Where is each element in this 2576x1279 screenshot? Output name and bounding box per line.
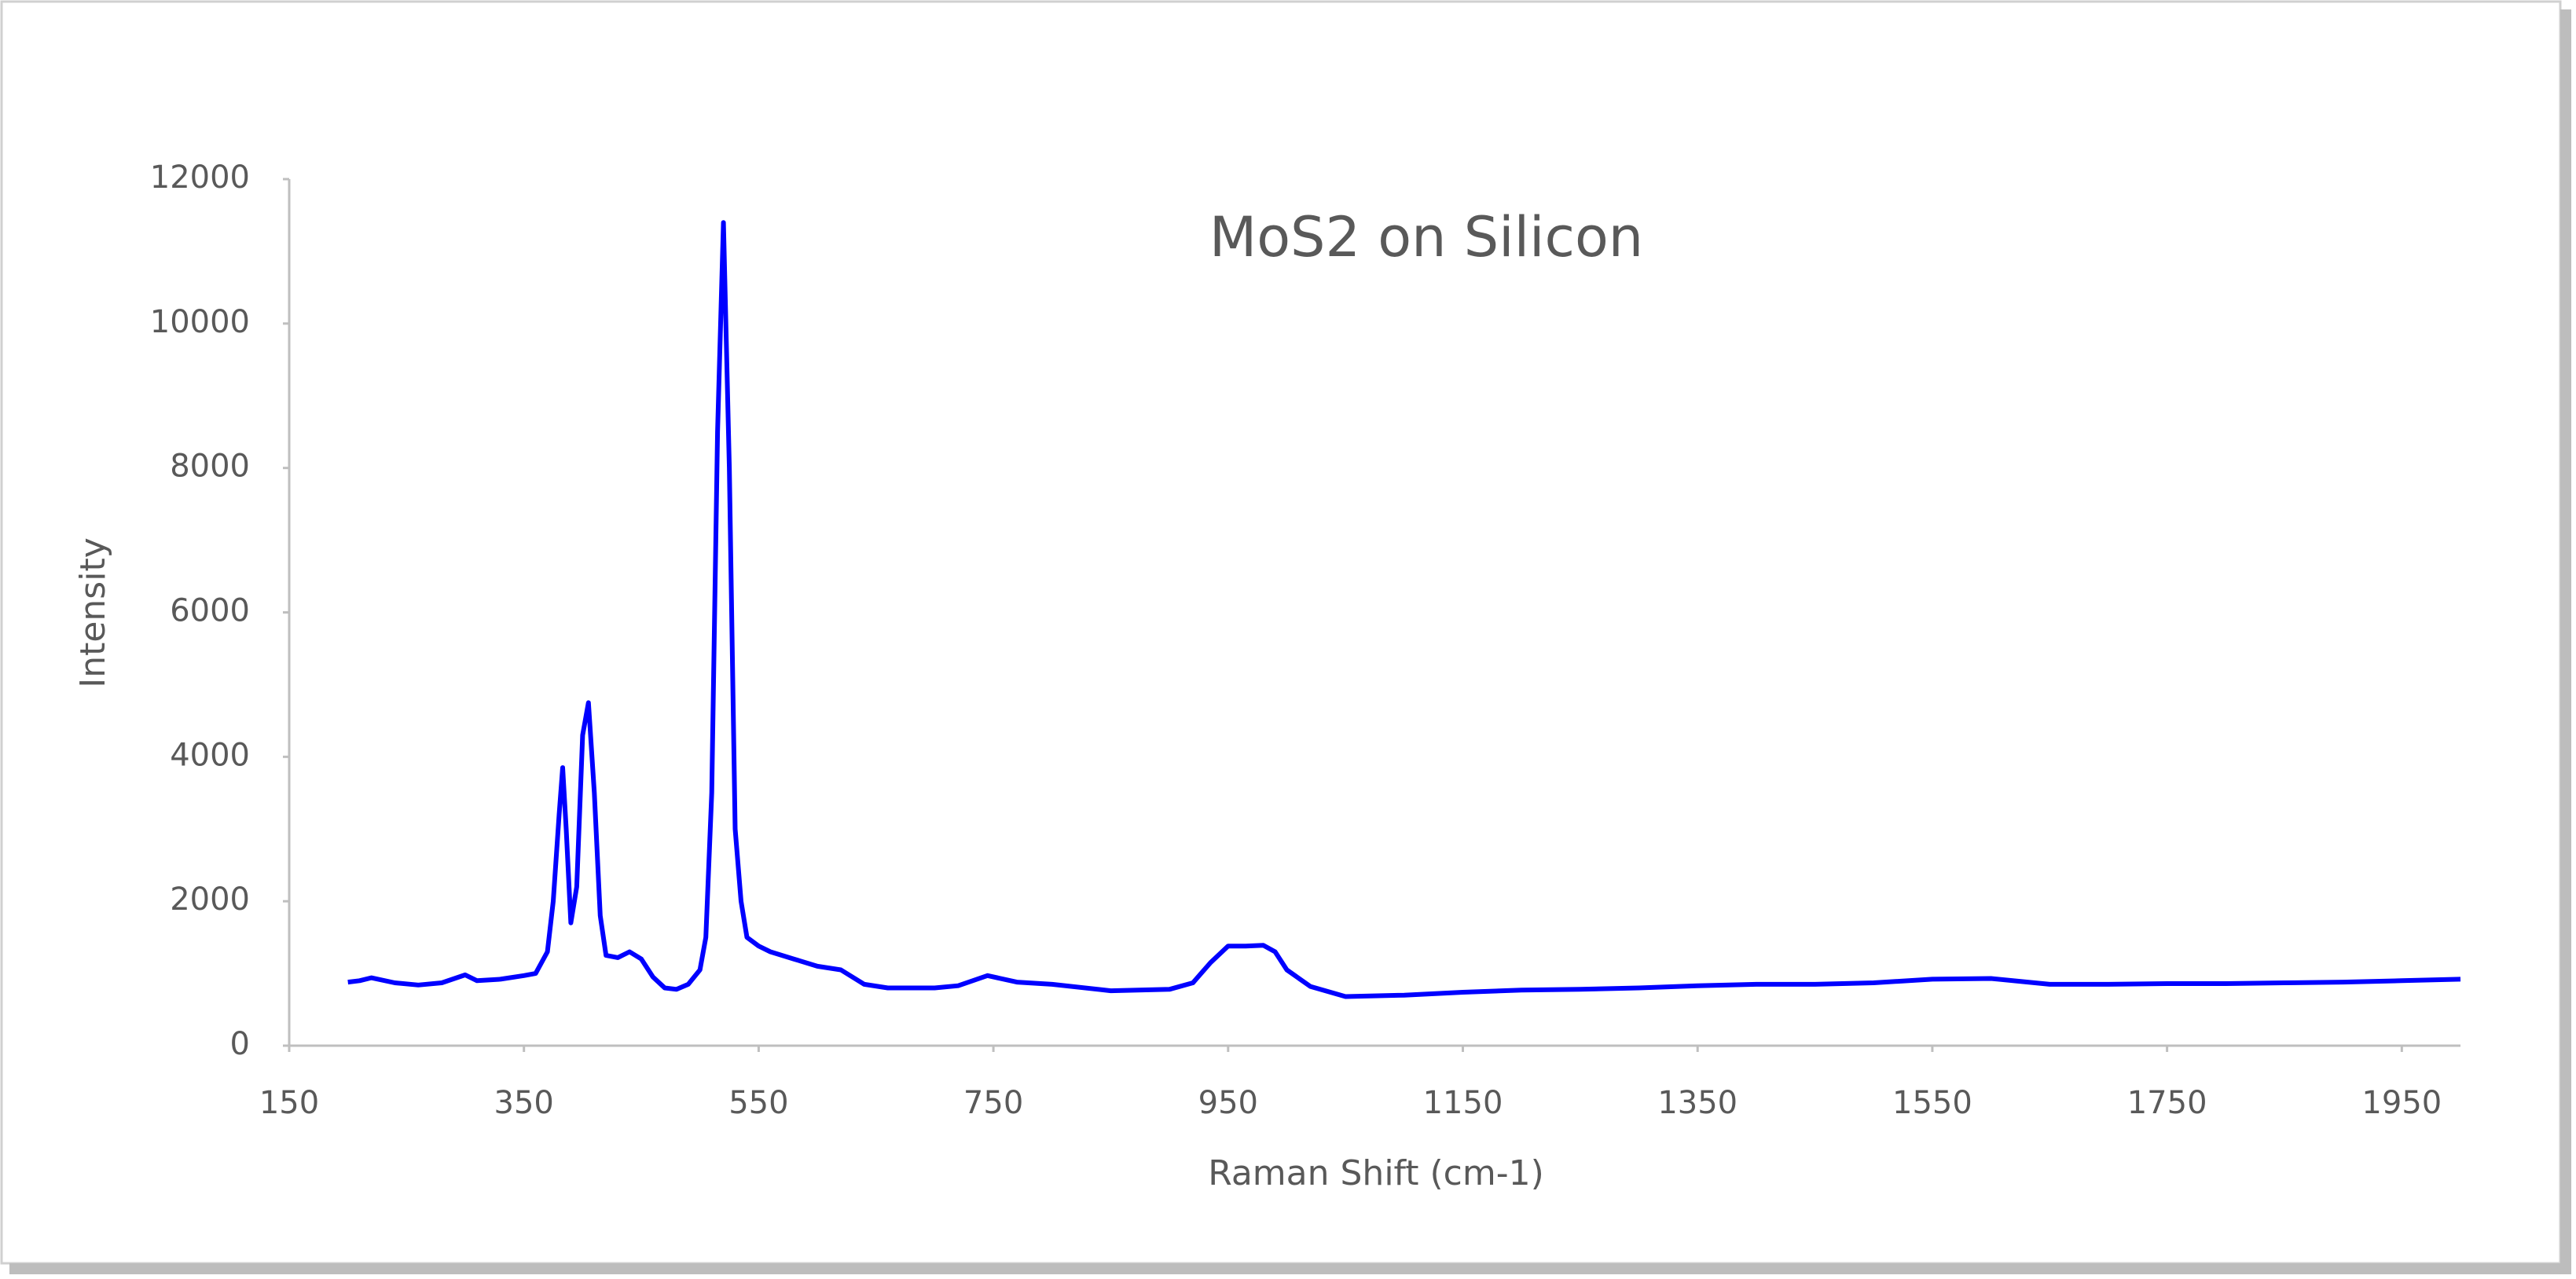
y-tick-label: 8000 — [170, 449, 250, 485]
y-tick-label: 10000 — [150, 304, 250, 340]
frame-shadow — [2560, 9, 2571, 1274]
data-line — [347, 220, 2461, 999]
x-tick-label: 1950 — [2361, 1085, 2442, 1121]
y-tick-label: 4000 — [170, 737, 250, 773]
x-tick-label: 1350 — [1657, 1085, 1738, 1121]
chart-title: MoS2 on Silicon — [1209, 205, 1643, 269]
x-tick-label: 550 — [728, 1085, 788, 1121]
y-axis-label: Intensity — [73, 537, 113, 688]
x-tick-label: 1750 — [2127, 1085, 2207, 1121]
x-tick-label: 950 — [1198, 1085, 1258, 1121]
x-tick-label: 350 — [494, 1085, 554, 1121]
x-tick-label: 1550 — [1892, 1085, 1972, 1121]
y-tick-label: 12000 — [150, 159, 250, 196]
x-tick-label: 750 — [963, 1085, 1023, 1121]
x-axis-label: Raman Shift (cm-1) — [1208, 1153, 1544, 1193]
x-tick-label: 1150 — [1423, 1085, 1503, 1121]
y-tick-label: 0 — [230, 1026, 250, 1062]
y-tick-label: 2000 — [170, 881, 250, 918]
frame-shadow — [9, 1263, 2571, 1274]
y-tick-label: 6000 — [170, 593, 250, 629]
x-tick-label: 150 — [259, 1085, 319, 1121]
